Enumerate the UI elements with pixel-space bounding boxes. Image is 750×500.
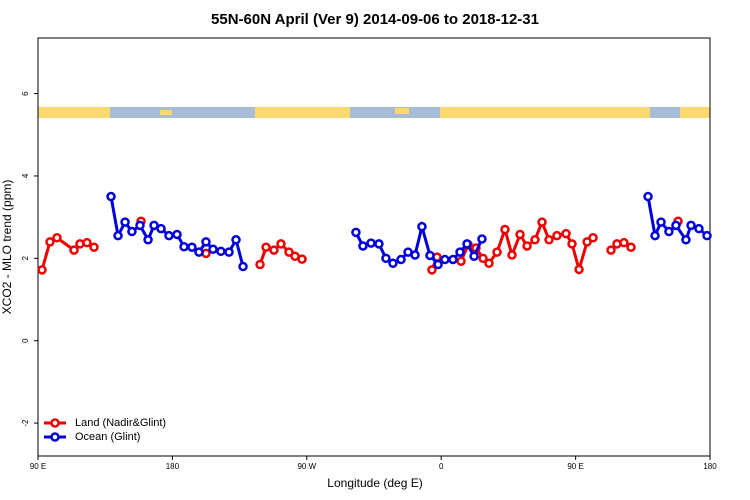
point — [427, 265, 437, 275]
point — [582, 237, 592, 247]
point — [619, 237, 629, 248]
point — [284, 247, 294, 257]
y-tick-label: 4 — [21, 173, 30, 178]
point — [448, 254, 458, 265]
x-tick-label: 180 — [703, 462, 717, 471]
point — [694, 223, 704, 234]
point — [537, 217, 547, 227]
point — [574, 264, 584, 275]
point — [686, 220, 696, 231]
point — [255, 259, 265, 270]
point — [149, 220, 159, 231]
point — [52, 232, 62, 243]
legend-marker — [50, 432, 60, 442]
point — [515, 229, 525, 240]
point — [224, 247, 234, 257]
point — [120, 217, 130, 227]
x-tick-label: 90 W — [297, 462, 316, 471]
point — [113, 230, 123, 241]
point — [45, 237, 55, 247]
x-tick-label: 0 — [439, 462, 444, 471]
point — [469, 251, 479, 262]
point — [544, 235, 554, 245]
y-tick-label: -2 — [21, 419, 30, 427]
point — [561, 228, 571, 239]
point — [492, 247, 502, 257]
legend-label: Ocean (Glint) — [75, 431, 140, 443]
x-tick-label: 90 E — [30, 462, 46, 471]
point — [417, 221, 427, 232]
point — [664, 226, 674, 237]
point — [388, 258, 398, 269]
x-tick-label: 90 E — [567, 462, 583, 471]
point — [231, 235, 241, 245]
point — [143, 235, 153, 245]
point — [127, 226, 137, 237]
point — [626, 242, 636, 252]
point — [396, 254, 406, 265]
point — [440, 254, 450, 265]
point — [69, 245, 79, 255]
x-tick-label: 180 — [166, 462, 180, 471]
point — [650, 230, 660, 241]
x-axis-label: Longitude (deg E) — [327, 476, 422, 490]
point — [500, 224, 510, 235]
map-strip — [38, 107, 710, 118]
point — [462, 239, 472, 249]
point — [269, 245, 279, 255]
point — [156, 223, 166, 234]
point — [456, 256, 466, 266]
point — [37, 265, 47, 275]
point — [606, 245, 616, 255]
point — [671, 220, 681, 231]
point — [172, 229, 182, 240]
point — [358, 241, 368, 251]
point — [208, 244, 218, 255]
point — [194, 247, 204, 257]
point — [366, 238, 376, 248]
point — [179, 242, 189, 252]
point — [530, 235, 540, 245]
point — [381, 253, 391, 264]
point — [187, 242, 197, 252]
point — [681, 235, 691, 245]
point — [433, 259, 443, 270]
point — [276, 239, 286, 249]
chart-title: 55N-60N April (Ver 9) 2014-09-06 to 2018… — [211, 11, 539, 28]
point — [135, 220, 145, 231]
point — [478, 253, 488, 264]
point — [522, 241, 532, 251]
point — [702, 230, 712, 241]
point — [425, 250, 435, 261]
y-axis-label: XCO2 - MLO trend (ppm) — [0, 180, 14, 315]
point — [164, 230, 174, 241]
point — [216, 246, 226, 257]
point — [201, 237, 211, 247]
point — [455, 247, 465, 257]
legend-marker — [50, 418, 60, 428]
point — [410, 250, 420, 260]
point — [484, 258, 494, 269]
point — [507, 250, 517, 260]
y-tick-label: 0 — [21, 338, 30, 343]
point — [82, 237, 92, 248]
point — [261, 242, 271, 252]
point — [567, 239, 577, 249]
point — [656, 217, 666, 227]
legend-label: Land (Nadir&Glint) — [75, 417, 166, 429]
point — [374, 239, 384, 249]
point — [106, 191, 116, 202]
point — [588, 232, 598, 243]
point — [238, 261, 248, 272]
y-tick-label: 6 — [21, 91, 30, 96]
point — [351, 227, 361, 238]
point — [643, 191, 653, 202]
point — [552, 230, 562, 241]
point — [297, 254, 307, 264]
y-tick-label: 2 — [21, 256, 30, 261]
point — [89, 242, 99, 252]
point — [477, 234, 487, 244]
plot-frame — [37, 37, 711, 457]
